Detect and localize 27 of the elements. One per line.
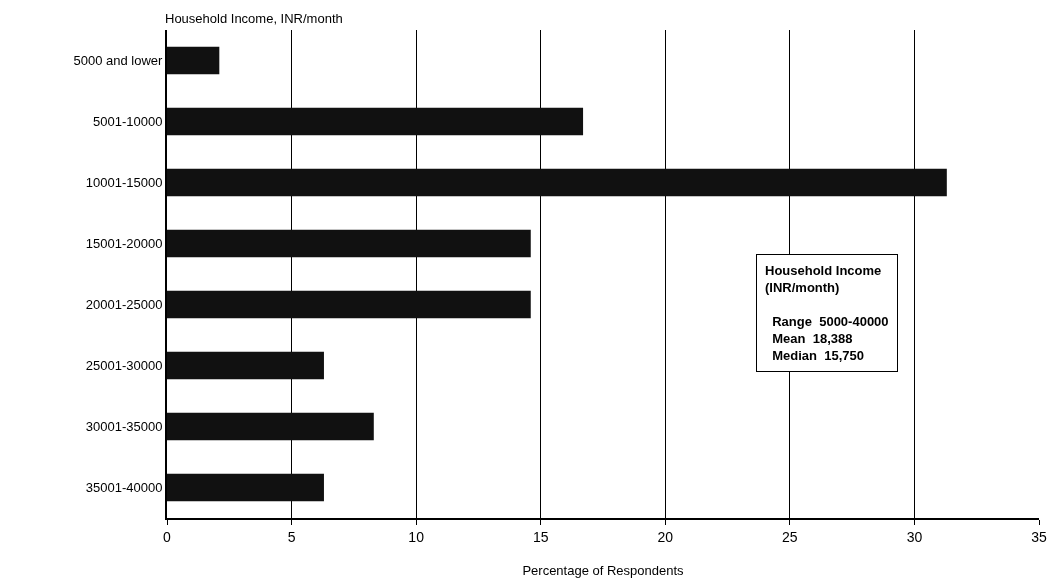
bar [167, 473, 324, 502]
bar [167, 168, 947, 197]
y-tick-label: 5001-10000 [92, 114, 163, 130]
y-tick-label: 25001-30000 [85, 358, 163, 374]
bar [167, 351, 324, 380]
x-tick-label: 15 [532, 528, 549, 545]
x-axis-title: Percentage of Respondents [522, 562, 685, 578]
y-tick-label: 15001-20000 [85, 236, 163, 252]
x-tick-label: 5 [287, 528, 296, 545]
bar [167, 229, 531, 258]
bar [167, 412, 374, 441]
y-tick-label: 5000 and lower [73, 53, 164, 69]
text: Household Income (INR/month) Range 5000-40000 Mean 18,388 Median 15,750 [765, 263, 889, 363]
y-axis-title: Household Income, INR/month [165, 11, 343, 26]
x-tick-label: 20 [657, 528, 674, 545]
y-tick-label: 20001-25000 [85, 297, 163, 313]
y-tick-label: 30001-35000 [85, 419, 163, 435]
y-tick-label: 10001-15000 [85, 175, 163, 191]
x-tick-label: 10 [408, 528, 425, 545]
x-tick-label: 0 [163, 528, 172, 545]
bar [167, 290, 531, 319]
bar [167, 107, 584, 136]
x-tick-label: 25 [782, 528, 798, 545]
y-tick-label: 35001-40000 [85, 480, 163, 496]
x-tick-label: 30 [906, 528, 923, 545]
bar [167, 46, 220, 75]
x-tick-label: 35 [1031, 528, 1047, 545]
